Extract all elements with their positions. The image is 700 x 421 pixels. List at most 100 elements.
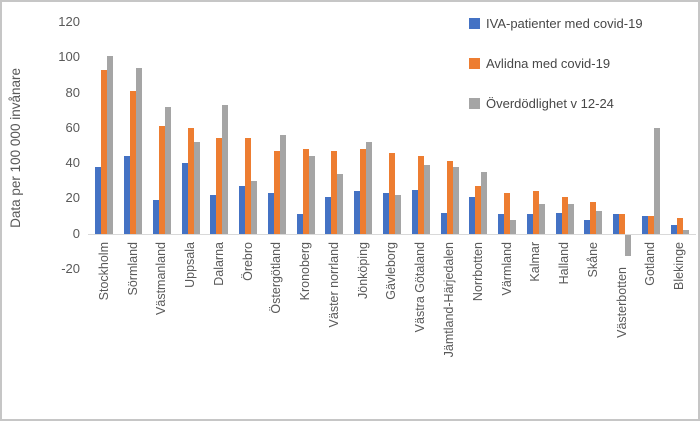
x-axis-label: Blekinge xyxy=(672,241,687,290)
y-axis-title-text: Data per 100 000 invånare xyxy=(8,67,23,228)
bar xyxy=(354,191,361,234)
bar xyxy=(423,164,430,234)
x-axis-label: Halland xyxy=(557,241,572,285)
legend-label: Avlidna med covid-19 xyxy=(486,55,611,71)
x-axis-label: Värmland xyxy=(499,241,514,296)
bar xyxy=(504,193,511,234)
x-axis-label-cell: Halland xyxy=(550,242,579,284)
x-axis-line xyxy=(88,233,696,235)
x-axis-label: Skåne xyxy=(585,241,600,278)
bar xyxy=(95,166,102,234)
y-tick-label: 80 xyxy=(65,84,80,100)
legend-item: IVA-patienter med covid-19 xyxy=(469,15,643,31)
bar xyxy=(625,234,632,256)
x-axis-label: Jönköping xyxy=(355,241,370,299)
bar xyxy=(682,230,689,234)
bar xyxy=(267,193,274,234)
y-tick-label: -20 xyxy=(61,261,80,276)
bar xyxy=(302,149,309,234)
bar xyxy=(596,210,603,234)
x-axis-label-cell: Gotland xyxy=(636,242,665,286)
x-axis-label-cell: Örebro xyxy=(234,242,263,281)
bar xyxy=(101,69,108,234)
x-axis-label: Väster norrland xyxy=(326,241,341,328)
x-axis-label: Gotland xyxy=(643,241,658,286)
bar xyxy=(187,127,194,234)
bar xyxy=(337,173,344,234)
bar xyxy=(124,156,131,234)
bar xyxy=(360,149,367,234)
plot-area xyxy=(88,22,696,269)
x-axis-label-cell: Östergötland xyxy=(263,242,292,314)
bar xyxy=(273,150,280,234)
bar xyxy=(411,189,418,234)
bar xyxy=(555,212,562,234)
bar xyxy=(222,104,229,234)
bar xyxy=(325,196,332,234)
x-axis-label: Stockholm xyxy=(96,241,111,301)
x-axis-label-cell: Gävleborg xyxy=(378,242,407,300)
bar xyxy=(590,201,597,234)
bar xyxy=(641,216,648,234)
bar xyxy=(251,180,258,234)
x-axis-label-cell: Kalmar xyxy=(521,242,550,282)
x-axis-label-cell: Kronoberg xyxy=(291,242,320,300)
x-axis-label: Dalarna xyxy=(211,241,226,286)
bar xyxy=(107,55,114,234)
bar xyxy=(676,217,683,234)
x-axis-label: Gävleborg xyxy=(384,241,399,300)
y-axis-title: Data per 100 000 invånare xyxy=(8,24,23,271)
x-axis-label-cell: Stockholm xyxy=(90,242,119,300)
x-axis-label: Kronoberg xyxy=(298,241,313,301)
bar xyxy=(193,141,200,234)
x-axis-label: Sörmland xyxy=(125,241,140,296)
bar xyxy=(216,138,223,234)
bar xyxy=(538,203,545,234)
bar xyxy=(239,186,246,234)
bar xyxy=(440,212,447,234)
legend-item: Överdödlighet v 12-24 xyxy=(469,95,643,111)
x-axis-label-cell: Västra Götaland xyxy=(406,242,435,332)
legend: IVA-patienter med covid-19 Avlidna med co… xyxy=(469,15,643,135)
bar xyxy=(475,186,482,234)
bar xyxy=(279,134,286,234)
x-axis-label-cell: Väster norrland xyxy=(320,242,349,327)
x-axis-label-cell: Jämtland-Härjedalen xyxy=(435,242,464,357)
bar xyxy=(389,152,395,234)
y-tick-label: 40 xyxy=(65,155,80,171)
bar xyxy=(469,196,476,234)
bar xyxy=(210,194,217,234)
bar xyxy=(584,219,591,234)
y-tick-label: 120 xyxy=(58,14,80,29)
bar xyxy=(532,191,539,234)
x-axis-label: Jämtland-Härjedalen xyxy=(442,241,457,358)
bar xyxy=(245,138,252,234)
bar xyxy=(366,141,373,234)
bar xyxy=(670,224,677,234)
bar xyxy=(308,156,315,234)
x-axis-label: Örebro xyxy=(240,241,255,281)
x-axis-label: Uppsala xyxy=(183,241,198,288)
legend-color-swatch-icon xyxy=(469,57,480,69)
x-axis-label: Västmanland xyxy=(154,241,169,315)
bar xyxy=(136,67,143,234)
bar xyxy=(446,161,453,234)
bar xyxy=(526,214,533,234)
y-tick-label: 60 xyxy=(65,119,80,135)
x-axis-label-cell: Västmanland xyxy=(148,242,177,315)
bar xyxy=(561,196,568,234)
x-axis-label: Kalmar xyxy=(528,241,543,282)
bar xyxy=(331,150,338,234)
legend-label: Överdödlighet v 12-24 xyxy=(486,95,614,111)
bar xyxy=(481,171,488,234)
bar xyxy=(181,163,188,234)
legend-color-swatch-icon xyxy=(469,97,480,109)
bar xyxy=(498,214,505,234)
x-axis-label-cell: Norrbotten xyxy=(464,242,493,301)
x-axis-label-cell: Skåne xyxy=(579,242,608,277)
y-tick-label: 20 xyxy=(65,190,80,206)
y-tick-label: 0 xyxy=(72,225,80,241)
bar xyxy=(130,90,137,234)
x-axis-label: Västerbotten xyxy=(614,266,629,338)
